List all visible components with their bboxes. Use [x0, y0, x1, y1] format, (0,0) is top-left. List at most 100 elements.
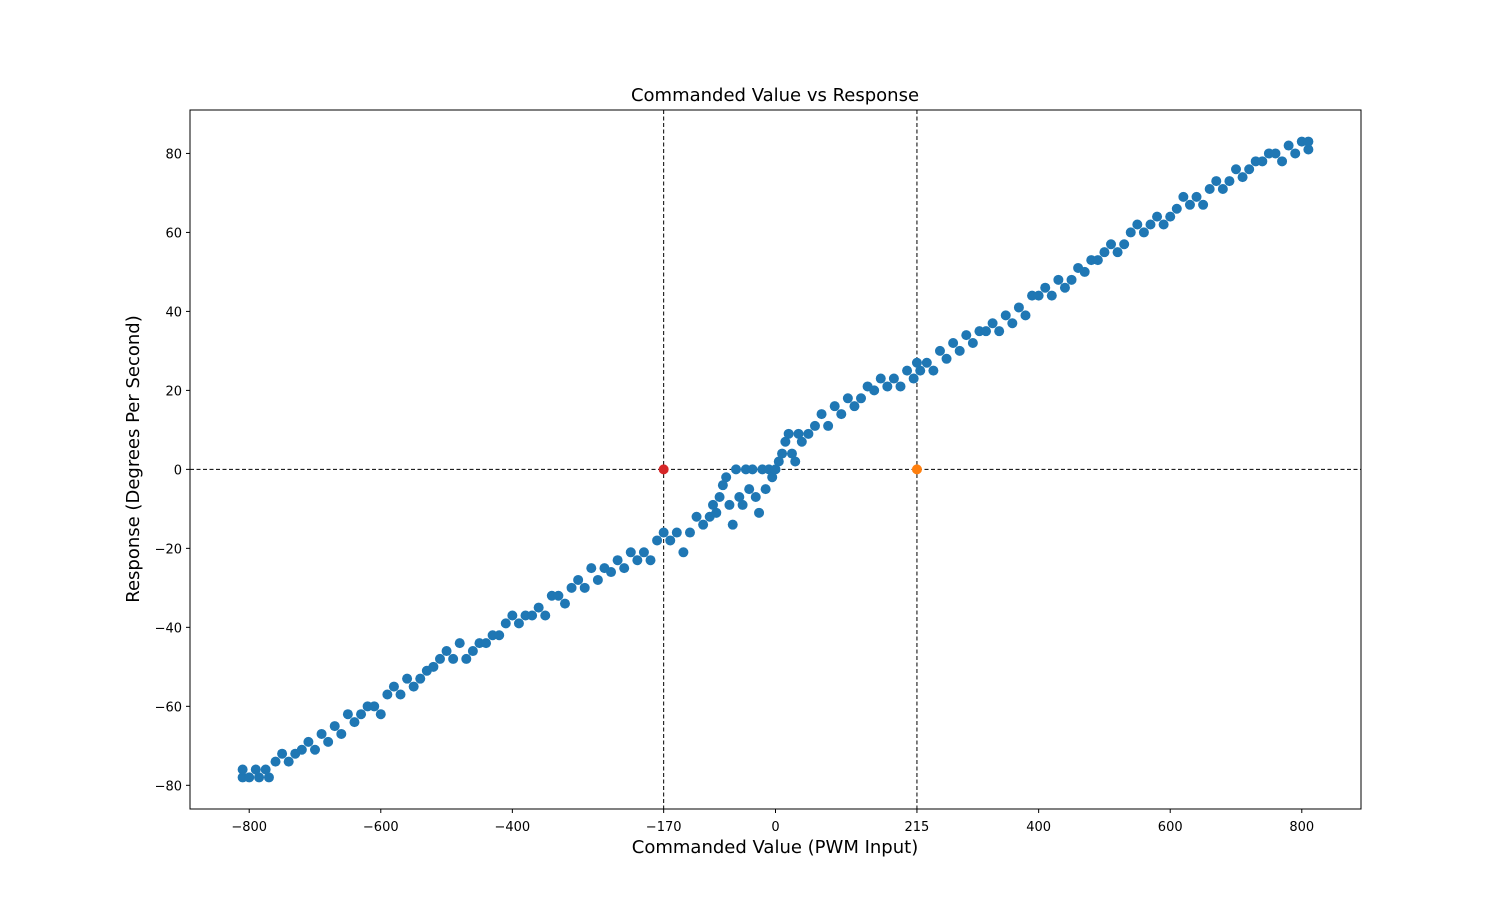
- data-point: [1171, 203, 1182, 214]
- data-point: [1217, 183, 1228, 194]
- data-point: [1020, 310, 1031, 321]
- data-point: [237, 764, 248, 775]
- data-point: [513, 618, 524, 629]
- data-point: [1066, 274, 1077, 285]
- data-point: [336, 728, 347, 739]
- data-point: [619, 563, 630, 574]
- x-tick-label: 800: [1289, 820, 1314, 835]
- data-point: [606, 567, 617, 578]
- data-point: [803, 428, 814, 439]
- data-point: [434, 653, 445, 664]
- data-point: [1224, 176, 1235, 187]
- data-point: [309, 744, 320, 755]
- data-point: [382, 689, 393, 700]
- data-point: [737, 499, 748, 510]
- data-point: [329, 721, 340, 732]
- data-point: [579, 582, 590, 593]
- data-point: [481, 638, 492, 649]
- y-tick-label: −80: [155, 779, 182, 794]
- data-point: [1007, 318, 1018, 329]
- data-point: [773, 456, 784, 467]
- data-point: [717, 480, 728, 491]
- data-point: [750, 492, 761, 503]
- data-point: [915, 365, 926, 376]
- y-tick-label: 80: [165, 147, 182, 162]
- data-point: [823, 420, 834, 431]
- y-axis-label: Response (Degrees Per Second): [123, 315, 144, 602]
- data-point: [849, 401, 860, 412]
- data-point: [744, 484, 755, 495]
- data-point: [507, 610, 518, 621]
- data-point: [1270, 148, 1281, 159]
- data-point: [684, 527, 695, 538]
- data-point: [895, 381, 906, 392]
- data-point: [793, 428, 804, 439]
- data-point: [349, 717, 360, 728]
- data-point: [658, 527, 669, 538]
- data-point: [691, 511, 702, 522]
- data-point: [856, 393, 867, 404]
- data-point: [941, 353, 952, 364]
- data-point: [250, 764, 261, 775]
- data-point: [395, 689, 406, 700]
- data-point: [1132, 219, 1143, 230]
- data-point: [254, 772, 265, 783]
- data-point: [987, 318, 998, 329]
- data-point: [967, 338, 978, 348]
- y-tick-label: 0: [174, 463, 182, 478]
- data-point: [1198, 199, 1209, 210]
- data-point: [408, 681, 419, 692]
- data-point: [553, 590, 564, 601]
- data-point: [934, 345, 945, 356]
- data-point: [1079, 266, 1090, 277]
- data-point: [441, 646, 452, 657]
- highlight-marker: [658, 464, 669, 475]
- data-point: [678, 547, 689, 558]
- highlight-marker: [911, 464, 922, 475]
- data-point: [494, 630, 505, 641]
- data-point: [1152, 211, 1163, 222]
- data-point: [277, 748, 288, 759]
- data-point: [875, 373, 886, 384]
- data-point: [1053, 274, 1064, 285]
- data-point: [698, 519, 709, 530]
- data-point: [402, 673, 413, 684]
- data-point: [1244, 164, 1255, 175]
- data-point: [1211, 176, 1222, 187]
- data-point: [961, 330, 972, 341]
- y-tick-label: −60: [155, 700, 182, 715]
- data-point: [981, 326, 992, 337]
- data-point: [816, 409, 827, 420]
- data-point: [1165, 211, 1176, 222]
- data-point: [902, 365, 913, 376]
- data-point: [809, 420, 820, 431]
- data-point: [244, 772, 255, 783]
- data-point: [1013, 302, 1024, 313]
- data-point: [783, 428, 794, 439]
- data-point: [888, 373, 899, 384]
- data-point: [1099, 247, 1110, 258]
- data-point: [911, 357, 922, 368]
- data-point: [921, 357, 932, 368]
- data-point: [1119, 239, 1130, 250]
- data-point: [527, 610, 538, 621]
- data-point: [842, 393, 853, 404]
- data-point: [780, 436, 791, 447]
- data-point: [1191, 191, 1202, 202]
- data-point: [356, 709, 367, 720]
- data-point: [625, 547, 636, 558]
- data-point: [1040, 282, 1051, 293]
- x-tick-label: 0: [771, 820, 779, 835]
- data-point: [1184, 199, 1195, 210]
- data-point: [1178, 191, 1189, 202]
- data-point: [652, 535, 663, 546]
- data-point: [323, 736, 334, 747]
- data-point: [270, 756, 281, 767]
- data-point: [260, 764, 271, 775]
- data-point: [760, 484, 771, 495]
- x-tick-label: −400: [494, 820, 530, 835]
- data-point: [1059, 282, 1070, 293]
- data-point: [724, 499, 735, 510]
- data-point: [592, 574, 603, 585]
